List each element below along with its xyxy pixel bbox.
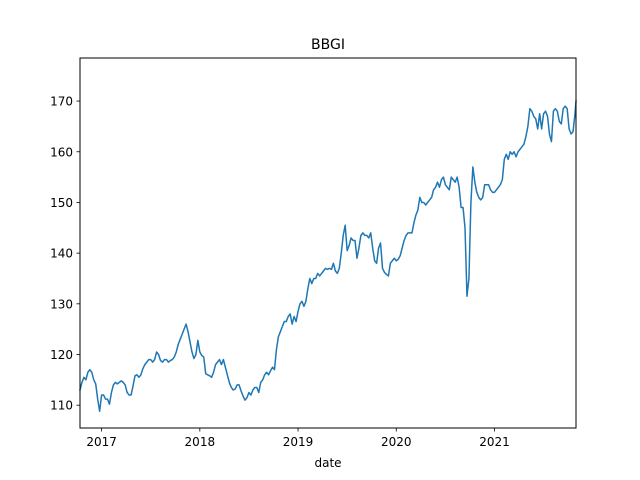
chart-title: BBGI [311, 37, 345, 53]
y-axis: 110 120 130 140 150 160 170 [50, 95, 80, 413]
x-tick-label: 2021 [479, 435, 510, 449]
series-line-bbgi [79, 100, 577, 413]
x-tick-label: 2018 [185, 435, 216, 449]
y-tick-label: 110 [50, 399, 73, 413]
y-tick-label: 150 [50, 196, 73, 210]
y-tick-label: 120 [50, 348, 73, 362]
series-layer [79, 100, 577, 413]
x-tick-label: 2020 [381, 435, 412, 449]
y-tick-label: 140 [50, 247, 73, 261]
y-tick-label: 170 [50, 95, 73, 109]
plot-area [80, 58, 576, 428]
x-tick-label: 2019 [283, 435, 314, 449]
x-tick-label: 2017 [86, 435, 117, 449]
y-tick-label: 160 [50, 145, 73, 159]
x-axis-label: date [314, 456, 341, 470]
y-tick-label: 130 [50, 297, 73, 311]
plot-frame [79, 57, 577, 429]
x-axis: 2017 2018 2019 2020 2021 [86, 428, 510, 449]
